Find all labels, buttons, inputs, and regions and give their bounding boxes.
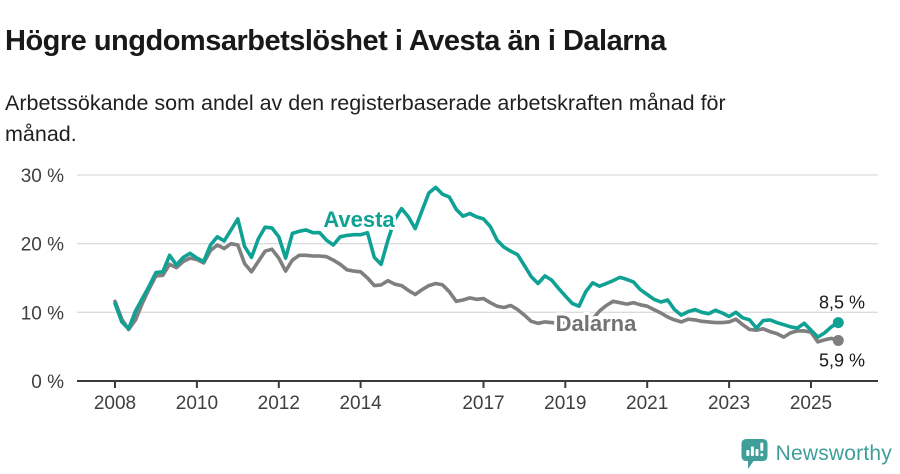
- brand-footer[interactable]: Newsworthy: [741, 439, 892, 469]
- y-tick-label: 0 %: [31, 372, 64, 393]
- logo-bar-short: [745, 450, 749, 456]
- end-dot-dalarna: [832, 335, 844, 346]
- series-label-avesta: Avesta: [323, 207, 395, 232]
- page-subtitle: Arbetssökande som andel av den registerb…: [5, 90, 726, 146]
- logo-exclamation-dot: [759, 453, 763, 457]
- logo-exclamation-bar: [759, 442, 763, 451]
- end-value-label-avesta: 8,5 %: [819, 293, 865, 313]
- x-tick-label: 2025: [790, 393, 832, 414]
- series-line-avesta: [113, 185, 841, 339]
- logo-bar-tall: [750, 446, 754, 456]
- y-tick-label: 10 %: [21, 303, 64, 324]
- end-dot-avesta: [832, 317, 844, 329]
- x-tick-label: 2014: [339, 393, 382, 414]
- x-tick-label: 2012: [258, 393, 300, 414]
- x-tick-label: 2010: [176, 393, 218, 414]
- end-value-label-dalarna: 5,9 %: [819, 351, 865, 371]
- x-tick-label: 2019: [544, 393, 586, 414]
- y-tick-label: 20 %: [21, 235, 64, 256]
- series-line-dalarna: [113, 241, 841, 344]
- series-label-dalarna: Dalarna: [556, 311, 637, 336]
- x-tick-label: 2008: [94, 393, 136, 414]
- x-tick-label: 2023: [708, 393, 750, 414]
- x-tick-label: 2017: [462, 393, 504, 414]
- logo-bar-medium: [755, 449, 759, 456]
- y-tick-label: 30 %: [21, 166, 64, 187]
- x-tick-label: 2021: [626, 393, 668, 414]
- page-title: Högre ungdomsarbetslöshet i Avesta än i …: [5, 25, 666, 58]
- newsworthy-logo-icon: [741, 439, 768, 469]
- unemployment-line-chart: 30 % 20 % 10 % 0 % 2008 2010 2012 2014 2017 2019 2…: [21, 166, 878, 414]
- brand-name: Newsworthy: [775, 442, 892, 465]
